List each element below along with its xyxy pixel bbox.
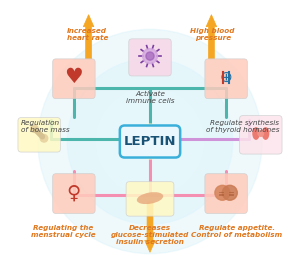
FancyBboxPatch shape [205, 59, 247, 99]
FancyBboxPatch shape [120, 125, 180, 158]
Circle shape [31, 125, 38, 132]
Circle shape [258, 131, 263, 136]
FancyBboxPatch shape [126, 182, 174, 216]
Circle shape [215, 185, 230, 200]
Text: Regulate appetite.
Control of metabolism: Regulate appetite. Control of metabolism [191, 225, 282, 238]
FancyBboxPatch shape [53, 174, 95, 214]
Circle shape [146, 52, 154, 60]
Text: Activate
immune cells: Activate immune cells [126, 91, 174, 104]
Circle shape [40, 135, 48, 142]
Polygon shape [206, 15, 217, 59]
FancyBboxPatch shape [240, 116, 282, 154]
Text: Regulate synthesis
of thyroid hormones: Regulate synthesis of thyroid hormones [206, 120, 280, 134]
FancyBboxPatch shape [129, 39, 171, 76]
Text: Regulation
of bone mass: Regulation of bone mass [20, 120, 69, 134]
Circle shape [38, 29, 262, 254]
Circle shape [137, 129, 163, 154]
Polygon shape [83, 15, 94, 59]
Text: LEPTIN: LEPTIN [124, 135, 176, 148]
FancyBboxPatch shape [205, 174, 247, 214]
Circle shape [222, 185, 237, 200]
Text: High blood
pressure: High blood pressure [190, 28, 235, 41]
Polygon shape [145, 202, 155, 252]
FancyBboxPatch shape [18, 117, 60, 152]
Circle shape [67, 59, 233, 224]
Ellipse shape [252, 127, 260, 140]
Text: Decreases
glucose-stimulated
insulin secretion: Decreases glucose-stimulated insulin sec… [111, 225, 189, 245]
Circle shape [97, 88, 203, 195]
Ellipse shape [262, 127, 269, 140]
Text: ⊕: ⊕ [220, 70, 232, 85]
Ellipse shape [137, 192, 163, 204]
FancyBboxPatch shape [53, 59, 95, 99]
Text: ♀: ♀ [67, 183, 81, 202]
Circle shape [142, 49, 158, 64]
Text: Increased
heart rate: Increased heart rate [67, 28, 108, 41]
Text: /: / [31, 125, 48, 142]
Circle shape [258, 131, 263, 136]
Text: Regulating the
menstrual cycle: Regulating the menstrual cycle [31, 225, 95, 238]
Text: ♥: ♥ [64, 67, 83, 87]
Circle shape [133, 124, 167, 159]
